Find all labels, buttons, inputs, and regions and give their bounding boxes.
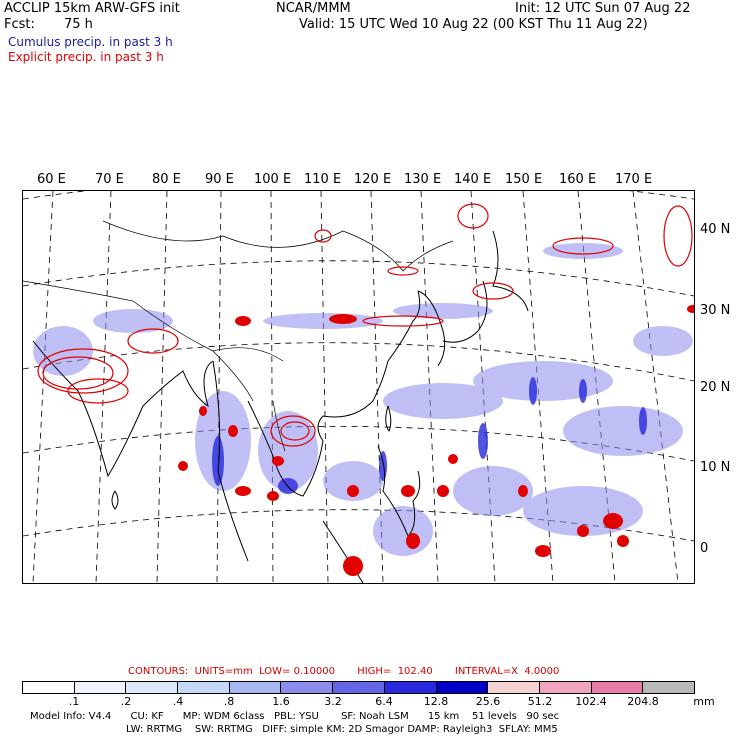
color-swatch [333, 682, 385, 693]
lat-label: 40 N [700, 222, 731, 237]
lon-label: 170 E [615, 172, 653, 187]
color-swatch [384, 682, 437, 693]
precip-map [22, 190, 695, 584]
color-swatch [126, 682, 179, 693]
field-explicit-label: Explicit precip. in past 3 h [8, 50, 164, 64]
fcst-label: Fcst: [4, 17, 35, 32]
lat-label: 30 N [700, 303, 731, 318]
lon-label: 90 E [205, 172, 234, 187]
color-swatch [74, 682, 127, 693]
color-scale-label: 51.2 [527, 695, 553, 708]
contour-info: CONTOURS: UNITS=mm LOW= 0.10000 HIGH= 10… [128, 666, 560, 677]
color-swatch [178, 682, 230, 693]
lon-label: 120 E [354, 172, 392, 187]
explicit-precip-cells [178, 305, 694, 576]
color-swatch [591, 682, 644, 693]
color-scale-label: .8 [223, 695, 235, 708]
color-swatch [539, 682, 592, 693]
lat-label: 0 [700, 541, 709, 556]
color-scale-label: 204.8 [627, 695, 659, 708]
model-info-line1: Model Info: V4.4 CU: KF MP: WDM 6class P… [30, 711, 560, 722]
model-title: ACCLIP 15km ARW-GFS init [4, 1, 180, 16]
color-scale-label: .1 [68, 695, 80, 708]
color-scale-label: .4 [172, 695, 184, 708]
color-swatch [281, 682, 334, 693]
lat-label: 20 N [700, 380, 731, 395]
color-swatch [229, 682, 282, 693]
explicit-precip-contours [37, 203, 693, 447]
color-swatch [436, 682, 489, 693]
color-swatch [23, 682, 75, 693]
lon-label: 160 E [559, 172, 597, 187]
lat-label: 10 N [700, 460, 731, 475]
color-scale-unit: mm [693, 695, 715, 708]
lon-label: 100 E [254, 172, 292, 187]
center-label: NCAR/MMM [276, 1, 351, 16]
valid-time: Valid: 15 UTC Wed 10 Aug 22 (00 KST Thu … [299, 17, 648, 32]
color-scale-label: 3.2 [324, 695, 342, 708]
field-cumulus-label: Cumulus precip. in past 3 h [8, 35, 173, 49]
color-scale-bar [22, 681, 695, 694]
color-swatch [488, 682, 540, 693]
lon-label: 150 E [505, 172, 543, 187]
color-scale-label: 6.4 [375, 695, 393, 708]
color-scale-label: 12.8 [423, 695, 449, 708]
lon-label: 70 E [95, 172, 124, 187]
color-scale-label: 102.4 [575, 695, 607, 708]
coastline [32, 230, 529, 583]
init-time: Init: 12 UTC Sun 07 Aug 22 [515, 1, 691, 16]
color-swatch [643, 682, 694, 693]
lon-label: 130 E [404, 172, 442, 187]
lon-label: 60 E [37, 172, 66, 187]
fcst-value: 75 h [64, 17, 93, 32]
model-info-line2: LW: RRTMG SW: RRTMG DIFF: simple KM: 2D … [126, 724, 558, 735]
lon-label: 110 E [304, 172, 342, 187]
color-scale-label: 25.6 [475, 695, 501, 708]
convective-precip-shading [33, 243, 693, 556]
color-scale-label: 1.6 [272, 695, 290, 708]
color-scale-label: .2 [120, 695, 132, 708]
lon-label: 140 E [454, 172, 492, 187]
lon-label: 80 E [152, 172, 181, 187]
